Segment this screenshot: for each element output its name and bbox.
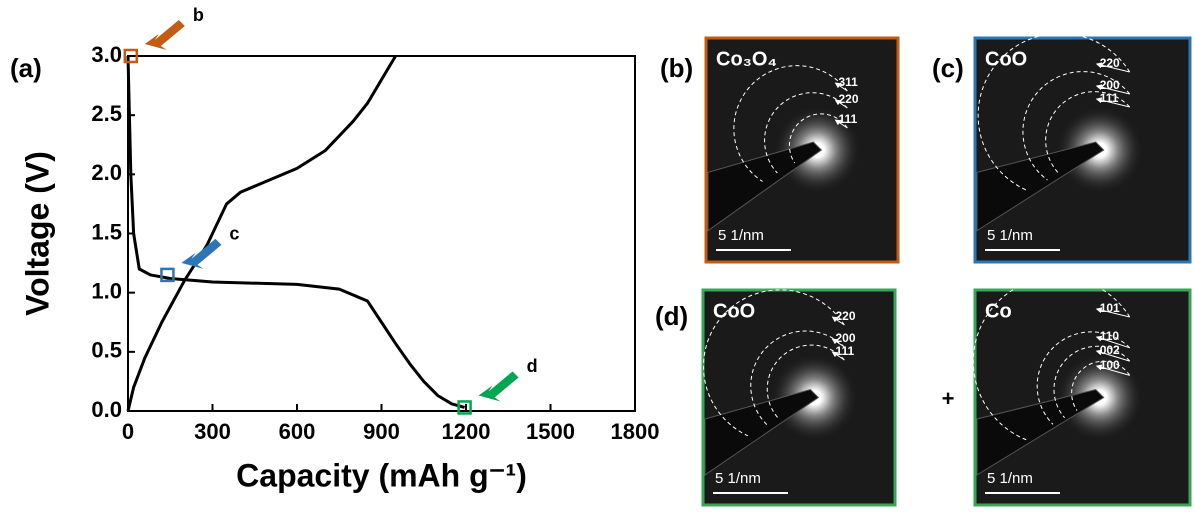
ring-index: 111 xyxy=(835,344,854,358)
marker-label: b xyxy=(193,5,204,25)
ring xyxy=(1045,91,1131,174)
plot-frame xyxy=(127,55,636,412)
ring-arrow xyxy=(1095,349,1130,362)
panel-label: (c) xyxy=(932,53,964,83)
x-tick-label: 600 xyxy=(279,419,316,444)
ring-index: 111 xyxy=(1100,91,1119,105)
y-axis-label: Voltage (V) xyxy=(19,151,55,316)
panel-label: (d) xyxy=(655,301,688,331)
ring xyxy=(1036,331,1131,425)
ring-arrow xyxy=(831,338,845,348)
scale-bar-label: 5 1/nm xyxy=(987,227,1033,244)
y-tick-label: 2.5 xyxy=(91,101,122,126)
ring-index: 200 xyxy=(835,331,855,345)
x-tick-label: 0 xyxy=(122,419,134,444)
panel-label: (a) xyxy=(10,53,42,83)
ring xyxy=(1071,360,1131,411)
phase-label: CoO xyxy=(985,48,1027,70)
phase-label: CoO xyxy=(713,300,755,322)
beam-stop xyxy=(976,141,1105,232)
phase-label: Co₃O₄ xyxy=(716,48,777,70)
phase-label: Co xyxy=(985,300,1012,322)
ring-arrow xyxy=(1095,62,1130,73)
ring-index: 111 xyxy=(838,112,857,126)
x-axis-label: Capacity (mAh g⁻¹) xyxy=(236,457,527,493)
ring-arrow xyxy=(834,82,848,92)
ring-index: 110 xyxy=(1100,329,1120,343)
ring-index: 220 xyxy=(1100,56,1120,70)
ring xyxy=(764,92,848,174)
ring xyxy=(788,113,848,164)
y-tick-label: 1.0 xyxy=(91,278,122,303)
ring-index: 101 xyxy=(1100,301,1120,315)
ring-arrow xyxy=(834,99,848,109)
marker-arrow xyxy=(478,371,519,402)
ring-arrow xyxy=(1095,364,1130,376)
ring-arrow xyxy=(831,316,845,326)
curve xyxy=(126,55,465,409)
ring-index: 002 xyxy=(1100,343,1120,357)
y-tick-label: 2.0 xyxy=(91,160,122,185)
y-tick-label: 0.5 xyxy=(91,338,122,363)
beam-stop xyxy=(707,141,823,232)
marker xyxy=(160,267,175,283)
beam-stop xyxy=(704,388,820,476)
ring xyxy=(1022,71,1131,181)
marker-label: c xyxy=(229,224,239,244)
scale-bar-label: 5 1/nm xyxy=(718,227,764,244)
join-sign: + xyxy=(942,386,955,411)
ring-arrow xyxy=(1095,84,1130,95)
marker xyxy=(457,400,472,415)
ring-index: 220 xyxy=(838,92,858,106)
y-tick-label: 0.0 xyxy=(91,397,122,422)
marker xyxy=(123,48,139,64)
x-tick-label: 300 xyxy=(194,419,231,444)
y-tick-label: 3.0 xyxy=(91,42,122,67)
ring-index: 311 xyxy=(838,75,858,89)
marker-label: d xyxy=(527,356,538,376)
ring-arrow xyxy=(1095,307,1130,318)
curve xyxy=(126,55,397,412)
ring-index: 100 xyxy=(1100,358,1120,372)
panel-label: (b) xyxy=(660,53,693,83)
y-tick-label: 1.5 xyxy=(91,219,122,244)
x-tick-label: 1800 xyxy=(611,419,660,444)
ring xyxy=(750,330,845,426)
ring-index: 200 xyxy=(1100,78,1120,92)
ring xyxy=(977,32,1131,192)
ring xyxy=(703,289,845,437)
scale-bar-label: 5 1/nm xyxy=(715,470,761,487)
marker-arrow xyxy=(181,238,222,269)
ring-arrow xyxy=(834,119,848,129)
x-tick-label: 900 xyxy=(363,419,400,444)
marker-arrow xyxy=(144,20,185,50)
ring-arrow xyxy=(1095,335,1130,349)
diffraction-panel: 311 220 111 Co₃O₄ 5 1/nm xyxy=(704,36,900,264)
ring-arrow xyxy=(1095,97,1130,108)
scale-bar-label: 5 1/nm xyxy=(987,470,1033,487)
ring-arrow xyxy=(831,351,845,361)
x-tick-label: 1500 xyxy=(526,419,575,444)
x-tick-label: 1200 xyxy=(442,419,491,444)
beam-stop xyxy=(976,388,1105,476)
ring-index: 220 xyxy=(835,309,855,323)
